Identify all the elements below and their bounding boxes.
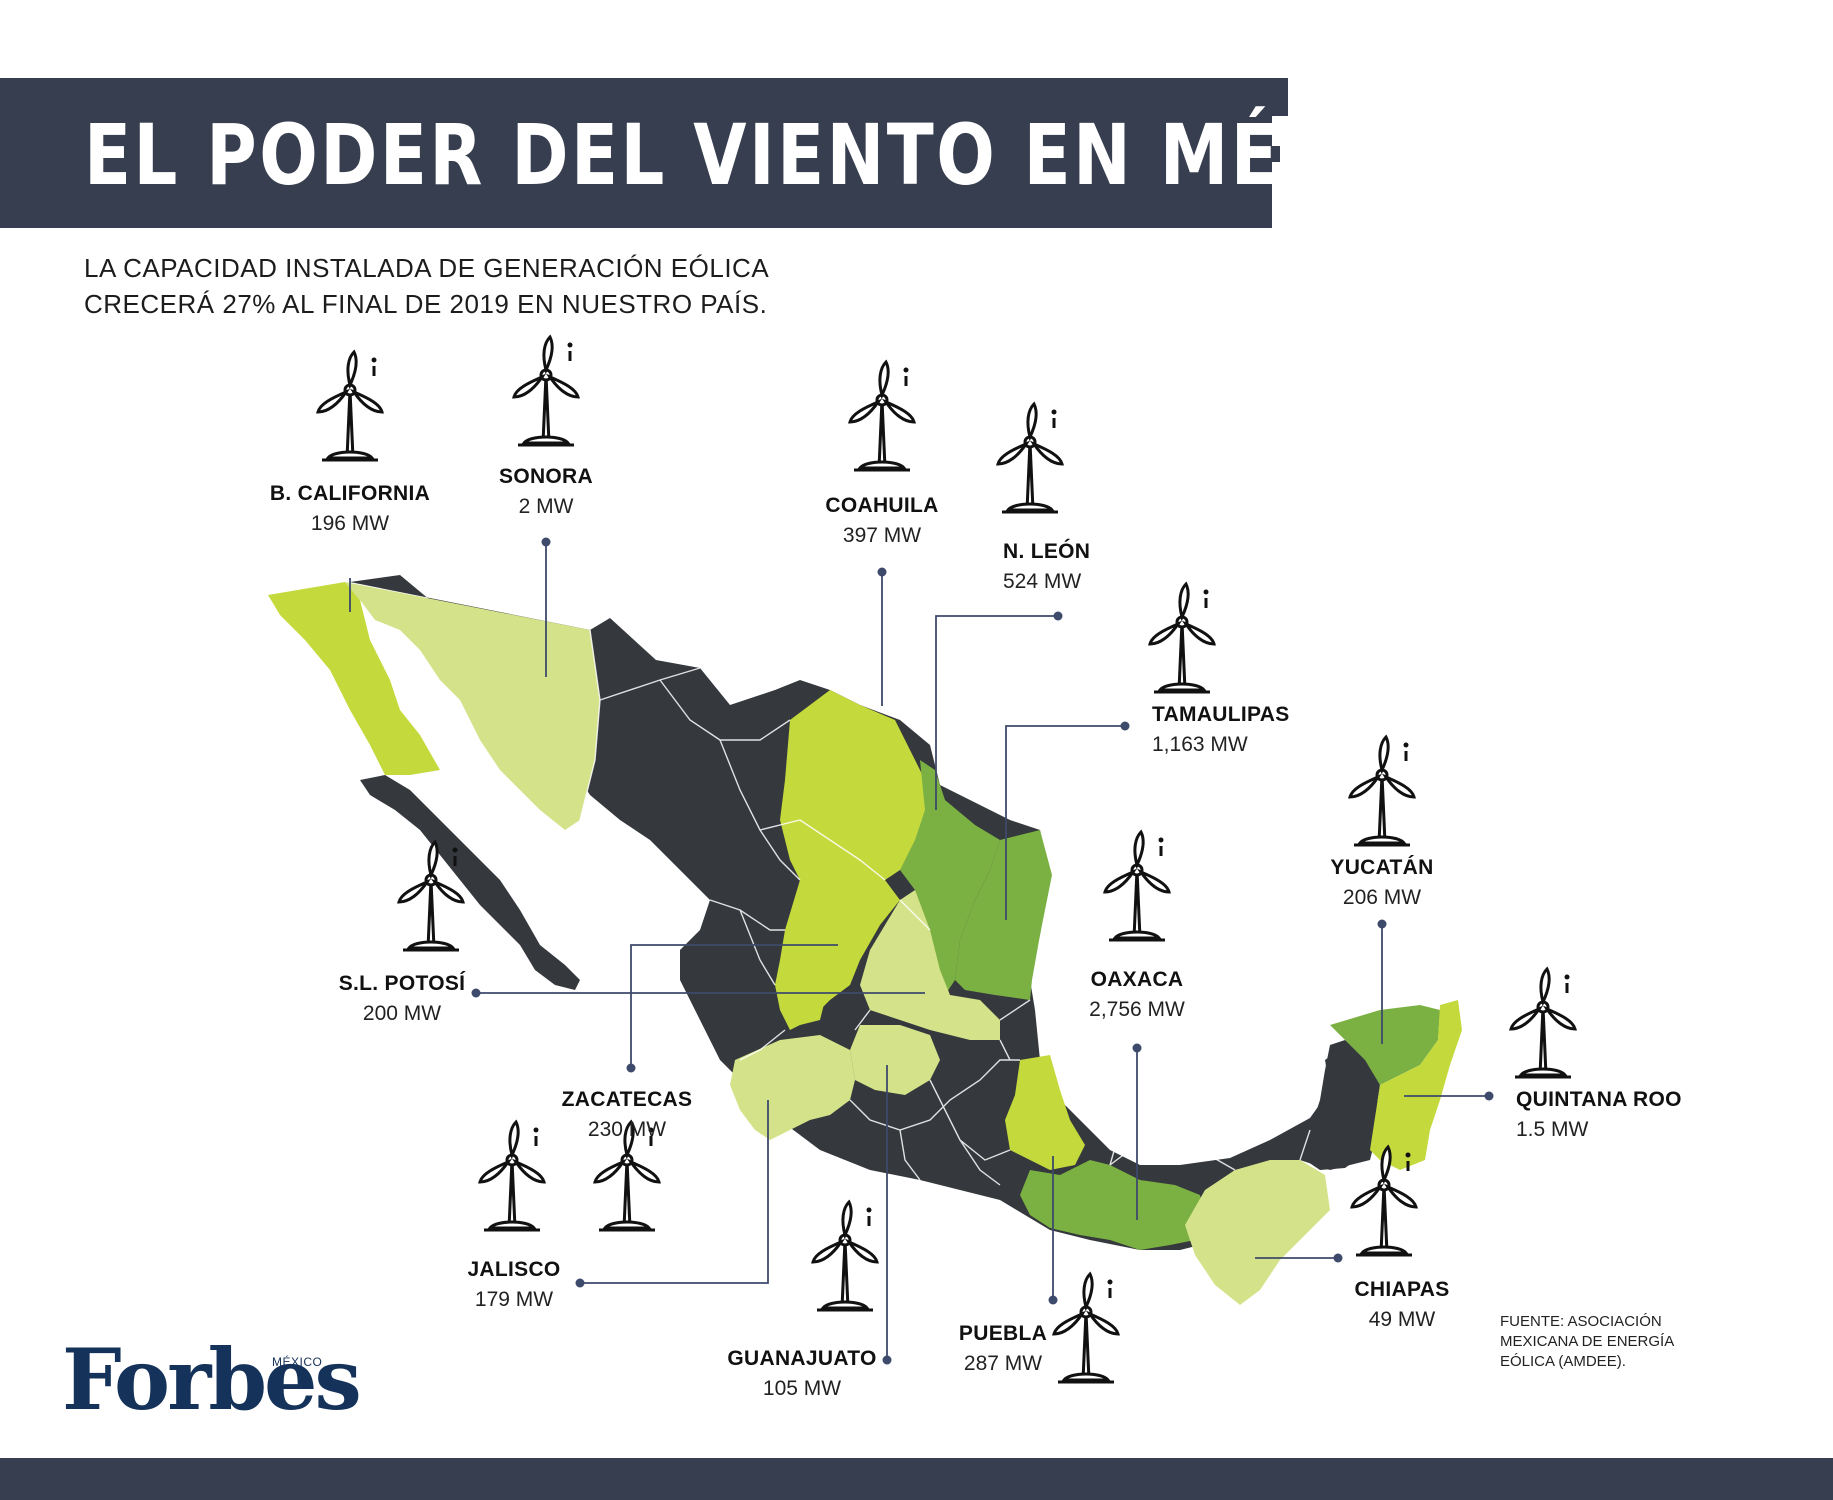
state-name: B. CALIFORNIA bbox=[269, 482, 431, 505]
state-capacity: 196 MW bbox=[310, 512, 390, 535]
wind-turbine-icon bbox=[478, 1120, 546, 1232]
leader-zacatecas bbox=[630, 944, 838, 1068]
wind-turbine-icon bbox=[512, 335, 580, 447]
state-name: COAHUILA bbox=[825, 494, 939, 517]
logo-edition: MÉXICO bbox=[272, 1355, 323, 1369]
state-name: OAXACA bbox=[1090, 968, 1184, 991]
wind-turbine-icon bbox=[1103, 830, 1171, 942]
state-capacity: 1.5 MW bbox=[1516, 1118, 1589, 1141]
state-oaxaca bbox=[1020, 1160, 1205, 1250]
label-chiapas: CHIAPAS 49 MW bbox=[1354, 1278, 1449, 1332]
page-title: EL PODER DEL VIENTO EN MÉXICO bbox=[84, 106, 1478, 204]
wind-turbine-icon bbox=[848, 360, 916, 472]
label-san-luis-potosi: S.L. POTOSÍ 200 MW bbox=[339, 972, 466, 1026]
state-capacity: 206 MW bbox=[1342, 886, 1422, 909]
subtitle-line: CRECERÁ 27% AL FINAL DE 2019 EN NUESTRO … bbox=[84, 289, 768, 319]
wind-turbine-icon bbox=[316, 350, 384, 462]
label-guanajuato: GUANAJUATO 105 MW bbox=[727, 1347, 876, 1401]
wind-turbine-icon bbox=[1148, 582, 1216, 694]
label-quintana-roo: QUINTANA ROO 1.5 MW bbox=[1516, 1088, 1682, 1142]
label-tamaulipas: TAMAULIPAS 1,163 MW bbox=[1152, 703, 1290, 757]
leader-tamaulipas bbox=[1005, 725, 1125, 920]
source-line: EÓLICA (AMDEE). bbox=[1500, 1353, 1626, 1370]
label-puebla: PUEBLA 287 MW bbox=[959, 1322, 1047, 1376]
forbes-f-logo-icon bbox=[1236, 78, 1288, 228]
state-name: N. LEÓN bbox=[1003, 540, 1091, 563]
source-line: MEXICANA DE ENERGÍA bbox=[1500, 1333, 1675, 1350]
state-name: SONORA bbox=[499, 465, 593, 488]
state-sonora bbox=[345, 582, 600, 830]
forbes-logo: MÉXICO Forbes bbox=[62, 1330, 362, 1429]
state-capacity: 230 MW bbox=[587, 1118, 667, 1141]
state-tamaulipas bbox=[955, 830, 1052, 1000]
state-capacity: 2,756 MW bbox=[1089, 998, 1185, 1021]
state-quintana-roo bbox=[1370, 1000, 1462, 1170]
state-san-luis-potosi bbox=[860, 890, 1000, 1040]
state-capacity: 49 MW bbox=[1368, 1308, 1436, 1331]
state-capacity: 179 MW bbox=[474, 1288, 554, 1311]
leader-jalisco bbox=[580, 1100, 769, 1284]
state-yucatan bbox=[1330, 1005, 1440, 1085]
state-capacity: 2 MW bbox=[518, 495, 574, 518]
state-name: TAMAULIPAS bbox=[1152, 703, 1290, 726]
subtitle-line: LA CAPACIDAD INSTALADA DE GENERACIÓN EÓL… bbox=[84, 253, 770, 283]
label-oaxaca: OAXACA 2,756 MW bbox=[1089, 968, 1185, 1022]
title-bar bbox=[0, 78, 1272, 228]
label-baja-california: B. CALIFORNIA 196 MW bbox=[270, 482, 430, 536]
state-capacity: 524 MW bbox=[1003, 570, 1082, 593]
label-sonora: SONORA 2 MW bbox=[499, 465, 593, 519]
state-campeche bbox=[1305, 1040, 1380, 1170]
state-name: CHIAPAS bbox=[1354, 1278, 1450, 1301]
logo-wordmark: Forbes bbox=[62, 1330, 362, 1429]
wind-turbine-icon bbox=[1348, 735, 1416, 847]
leader-dots bbox=[471, 537, 1494, 1365]
state-name: PUEBLA bbox=[958, 1322, 1048, 1345]
state-puebla bbox=[1005, 1055, 1085, 1170]
state-jalisco bbox=[730, 1035, 855, 1140]
label-coahuila: COAHUILA 397 MW bbox=[825, 494, 938, 548]
state-name: ZACATECAS bbox=[561, 1088, 693, 1111]
state-borders bbox=[579, 629, 1311, 1186]
wind-turbine-icon bbox=[996, 402, 1064, 514]
state-capacity: 200 MW bbox=[362, 1002, 442, 1025]
leader-lines bbox=[349, 542, 1489, 1360]
source-line: FUENTE: ASOCIACIÓN bbox=[1500, 1313, 1662, 1330]
state-aguascalientes bbox=[785, 985, 825, 1025]
state-capacity: 105 MW bbox=[762, 1377, 842, 1400]
state-name: GUANAJUATO bbox=[727, 1347, 877, 1370]
label-nuevo-leon: N. LEÓN 524 MW bbox=[1003, 540, 1090, 594]
wind-turbine-icon bbox=[1509, 967, 1577, 1079]
footer-bar bbox=[0, 1458, 1833, 1500]
wind-turbine-icon bbox=[1052, 1272, 1120, 1384]
source-note: FUENTE: ASOCIACIÓN MEXICANA DE ENERGÍA E… bbox=[1500, 1312, 1690, 1372]
state-name: S.L. POTOSÍ bbox=[338, 972, 466, 995]
leader-nuevo-leon bbox=[935, 615, 1058, 810]
wind-turbine-icon bbox=[811, 1200, 879, 1312]
state-name: JALISCO bbox=[467, 1258, 561, 1281]
state-capacity: 287 MW bbox=[963, 1352, 1043, 1375]
state-chiapas bbox=[1185, 1160, 1330, 1305]
label-zacatecas: ZACATECAS 230 MW bbox=[562, 1088, 693, 1142]
label-jalisco: JALISCO 179 MW bbox=[467, 1258, 560, 1312]
baja-california-sur bbox=[360, 775, 580, 990]
state-capacity: 1,163 MW bbox=[1152, 733, 1248, 756]
state-name: YUCATÁN bbox=[1330, 856, 1434, 879]
subtitle: LA CAPACIDAD INSTALADA DE GENERACIÓN EÓL… bbox=[84, 250, 904, 322]
label-yucatan: YUCATÁN 206 MW bbox=[1330, 856, 1433, 910]
state-guanajuato bbox=[850, 1025, 940, 1095]
state-name: QUINTANA ROO bbox=[1516, 1088, 1682, 1111]
state-baja-california bbox=[268, 582, 440, 775]
state-capacity: 397 MW bbox=[842, 524, 922, 547]
